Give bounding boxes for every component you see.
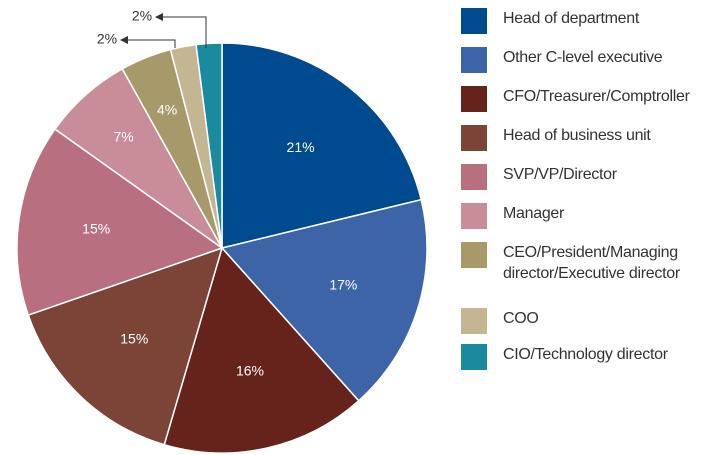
data-label: 16% (236, 363, 264, 379)
legend-label: Head of department (503, 10, 640, 27)
legend-swatch (461, 125, 487, 151)
pie-slice (195, 42, 223, 249)
legend-item: COO (461, 308, 718, 334)
legend-label: SVP/VP/Director (503, 166, 617, 183)
data-label: 17% (329, 276, 357, 292)
data-label: 15% (120, 331, 148, 347)
legend-label: CEO/President/Managing director/Executiv… (503, 244, 680, 282)
legend-label: Manager (503, 205, 565, 222)
legend-item: SVP/VP/Director (461, 164, 718, 190)
legend-item: CEO/President/Managing director/Executiv… (461, 242, 718, 284)
data-label: 21% (287, 139, 315, 155)
data-label: 2% (132, 8, 152, 24)
data-label: 2% (97, 31, 117, 47)
pie-slice (27, 246, 224, 446)
pie-slice (16, 128, 224, 317)
pie-slice (220, 198, 428, 402)
pie-slice (221, 42, 423, 249)
leader-arrow (120, 36, 176, 48)
data-label: 4% (157, 102, 177, 118)
legend-swatch (461, 308, 487, 334)
legend-item: CIO/Technology director (461, 344, 718, 370)
legend-label: CFO/Treasurer/Comptroller (503, 88, 690, 105)
legend-label: COO (503, 310, 539, 327)
leader-arrow (155, 13, 207, 48)
legend-swatch (461, 344, 487, 370)
data-label: 15% (82, 221, 110, 237)
legend-swatch (461, 86, 487, 112)
legend-item: Head of department (461, 8, 718, 34)
legend-label: CIO/Technology director (503, 346, 668, 363)
legend-label: Head of business unit (503, 127, 651, 144)
legend-swatch (461, 164, 487, 190)
data-label: 7% (113, 129, 133, 145)
legend-item: Other C-level executive (461, 47, 718, 73)
legend-item: Manager (461, 203, 718, 229)
legend-label: Other C-level executive (503, 49, 663, 66)
legend-item: Head of business unit (461, 125, 718, 151)
legend-swatch (461, 47, 487, 73)
pie-slice (163, 246, 360, 454)
legend-swatch (461, 8, 487, 34)
legend-swatch (461, 242, 487, 268)
legend-swatch (461, 203, 487, 229)
legend-item: CFO/Treasurer/Comptroller (461, 86, 718, 112)
